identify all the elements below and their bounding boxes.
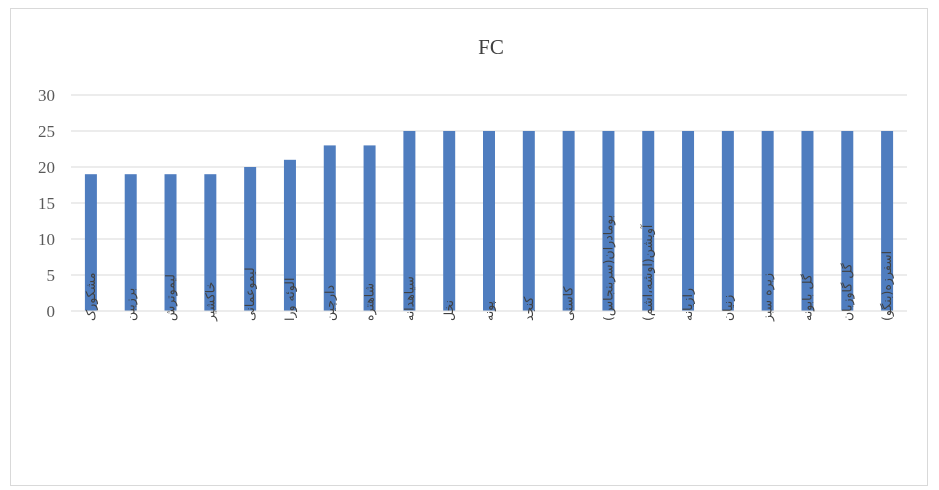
x-category-label: برزیبن: [123, 288, 139, 321]
x-category-label: شاهتره: [362, 283, 378, 321]
bar: [602, 131, 615, 311]
bar: [204, 174, 217, 311]
bar: [483, 131, 495, 311]
x-category-label: زنیان: [720, 295, 736, 321]
bar: [363, 145, 376, 311]
x-category-label: لیموترش: [163, 274, 179, 321]
y-tick-label: 0: [47, 302, 56, 321]
bar-chart: FC 0 5 10 15 20 25 30 مشکورک برزیبن لیموترش خاکشی…: [38, 35, 907, 322]
y-axis-ticks: 0 5 10 15 20 25 30: [38, 86, 55, 321]
bar: [562, 131, 575, 311]
bar: [881, 131, 894, 311]
x-category-label: کنجد: [521, 297, 536, 321]
x-category-label: گل گاوزبان: [839, 263, 855, 321]
chart-frame: FC 0 5 10 15 20 25 30 مشکورک برزیبن لیموترش خاکشی…: [10, 8, 928, 486]
x-category-label: نخل: [441, 300, 456, 321]
bar: [323, 145, 336, 311]
x-category-label: لیموعمانی: [242, 267, 258, 321]
x-category-label: کاسنی: [561, 287, 576, 321]
x-category-label: آویشن(اوشه،اشم): [640, 224, 656, 321]
bar: [642, 131, 655, 311]
bar: [84, 174, 97, 311]
y-tick-label: 10: [38, 230, 55, 249]
bar: [164, 174, 177, 311]
y-tick-label: 20: [38, 158, 55, 177]
x-category-label: مشکورک: [83, 273, 99, 321]
bar: [522, 131, 535, 311]
y-tick-label: 25: [38, 122, 55, 141]
bar: [721, 131, 734, 311]
y-tick-label: 30: [38, 86, 55, 105]
x-axis-category-labels: مشکورک برزیبن لیموترش خاکشیر لیموعمانی الوئه …: [83, 215, 895, 322]
bar: [682, 131, 695, 311]
bars: [84, 131, 894, 311]
bar: [403, 131, 416, 311]
x-category-label: سیاهدانه: [401, 276, 416, 321]
bar: [841, 131, 854, 311]
bar: [801, 131, 814, 311]
bar: [443, 131, 456, 311]
y-tick-label: 5: [47, 266, 56, 285]
x-category-label: خاکشیر: [202, 282, 218, 322]
x-category-label: بومادران(سربنجاس): [600, 215, 616, 321]
x-category-label: زیره سبز: [760, 273, 776, 322]
bar: [124, 174, 137, 311]
bar: [761, 131, 774, 311]
x-category-label: دارچین: [322, 285, 338, 321]
x-category-label: اسفرزه(بنگو): [879, 251, 895, 321]
y-tick-label: 15: [38, 194, 55, 213]
x-category-label: الوئه ورا: [282, 278, 298, 321]
x-category-label: پونه: [481, 300, 497, 321]
bar: [244, 167, 257, 311]
bar: [283, 159, 296, 311]
chart-title: FC: [478, 35, 504, 59]
x-category-label: رازیانه: [680, 288, 696, 321]
x-category-label: گل بابونه: [799, 274, 815, 321]
